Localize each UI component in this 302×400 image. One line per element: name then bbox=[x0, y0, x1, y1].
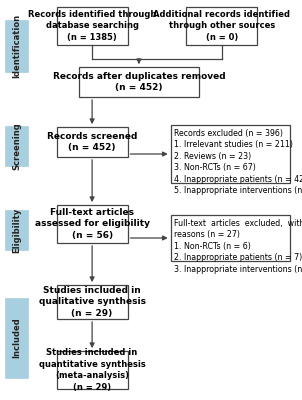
FancyBboxPatch shape bbox=[186, 7, 257, 45]
FancyBboxPatch shape bbox=[5, 298, 28, 378]
FancyBboxPatch shape bbox=[57, 351, 127, 389]
FancyBboxPatch shape bbox=[171, 215, 290, 261]
Text: Screening: Screening bbox=[12, 122, 21, 170]
FancyBboxPatch shape bbox=[5, 20, 28, 72]
Text: Records screened
(n = 452): Records screened (n = 452) bbox=[47, 132, 137, 152]
FancyBboxPatch shape bbox=[171, 125, 290, 183]
Text: Full-text  articles  excluded,  with
reasons (n = 27)
1. Non-RCTs (n = 6)
2. Ina: Full-text articles excluded, with reason… bbox=[174, 219, 302, 274]
Text: Additional records identified
through other sources
(n = 0): Additional records identified through ot… bbox=[153, 10, 291, 42]
Text: Records excluded (n = 396)
1. Irrelevant studies (n = 211)
2. Reviews (n = 23)
3: Records excluded (n = 396) 1. Irrelevant… bbox=[174, 129, 302, 195]
Text: Eligibility: Eligibility bbox=[12, 207, 21, 253]
FancyBboxPatch shape bbox=[57, 127, 127, 157]
FancyBboxPatch shape bbox=[5, 210, 28, 250]
Text: Studies included in
quantitative synthesis
(meta-analysis)
(n = 29): Studies included in quantitative synthes… bbox=[39, 348, 146, 392]
Text: Studies included in
qualitative synthesis
(n = 29): Studies included in qualitative synthesi… bbox=[39, 286, 146, 318]
Text: Records after duplicates removed
(n = 452): Records after duplicates removed (n = 45… bbox=[53, 72, 225, 92]
Text: Records identified through
database searching
(n = 1385): Records identified through database sear… bbox=[28, 10, 156, 42]
FancyBboxPatch shape bbox=[57, 285, 127, 319]
Text: Full-text articles
assessed for eligibility
(n = 56): Full-text articles assessed for eligibil… bbox=[35, 208, 149, 240]
FancyBboxPatch shape bbox=[57, 7, 127, 45]
Text: Included: Included bbox=[12, 318, 21, 358]
FancyBboxPatch shape bbox=[57, 205, 127, 243]
FancyBboxPatch shape bbox=[5, 126, 28, 166]
FancyBboxPatch shape bbox=[79, 67, 199, 97]
Text: Identification: Identification bbox=[12, 14, 21, 78]
